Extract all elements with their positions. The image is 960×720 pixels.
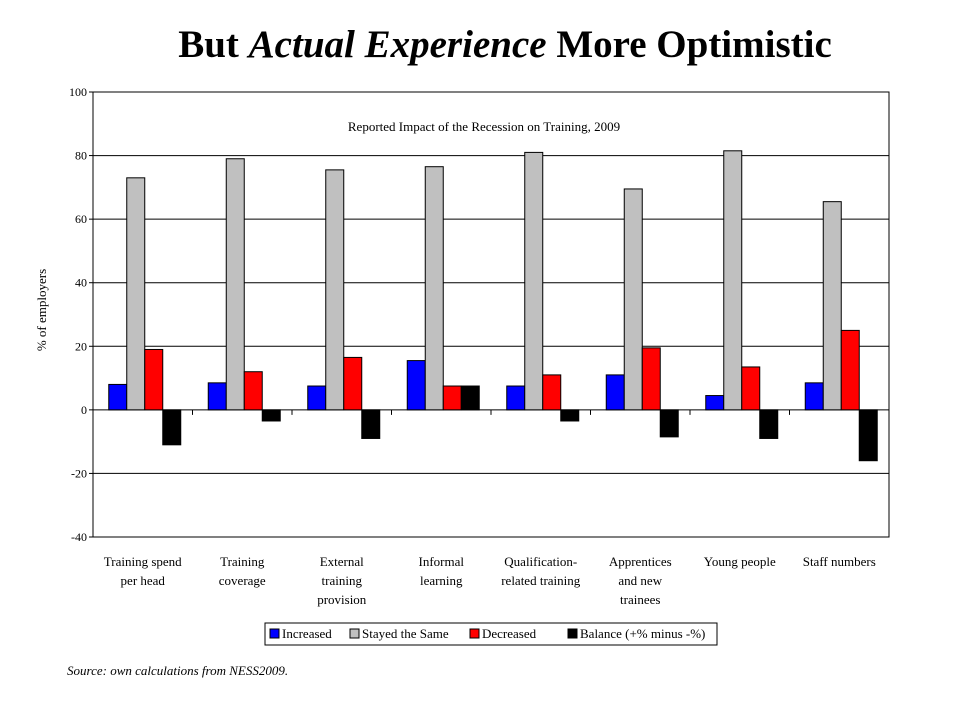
bar xyxy=(406,360,426,411)
y-tick-label: 20 xyxy=(75,339,87,353)
legend-box xyxy=(264,622,718,646)
bar xyxy=(207,382,227,411)
category-label: Qualification-related training xyxy=(501,554,581,588)
bar xyxy=(822,201,842,411)
bars xyxy=(92,150,890,462)
bar xyxy=(524,151,544,411)
bar xyxy=(442,385,462,411)
bar xyxy=(605,374,625,411)
legend-swatch xyxy=(469,628,480,639)
category-label: Young people xyxy=(704,554,776,569)
chart-title: Reported Impact of the Recession on Trai… xyxy=(348,119,620,134)
bar xyxy=(126,177,146,411)
bar xyxy=(343,356,363,411)
bar xyxy=(108,383,128,411)
y-tick-label: 100 xyxy=(69,85,87,99)
title-part-1: But xyxy=(178,23,249,66)
y-tick-label: -40 xyxy=(71,530,87,544)
bar xyxy=(361,409,381,439)
bar xyxy=(858,409,878,462)
bar xyxy=(460,385,480,411)
bar xyxy=(705,395,725,411)
y-axis-label: % of employers xyxy=(34,269,49,351)
y-tick-label: 80 xyxy=(75,149,87,163)
legend-label: Stayed the Same xyxy=(362,626,449,641)
legend: Increased Stayed the Same Decreased Balance… xyxy=(264,622,718,646)
bar xyxy=(840,329,860,411)
bar xyxy=(804,382,824,411)
y-tick-label: 60 xyxy=(75,212,87,226)
title-part-3: More Optimistic xyxy=(546,23,832,66)
y-axis-ticks: -40 -20 0 20 40 60 80 100 xyxy=(69,85,93,544)
title-part-2: Actual Experience xyxy=(248,23,547,66)
category-label: Staff numbers xyxy=(803,554,876,569)
bar xyxy=(424,166,444,411)
category-label: External training provision xyxy=(317,554,367,607)
y-tick-label: 40 xyxy=(75,276,87,290)
bar xyxy=(623,188,643,411)
y-tick-label: -20 xyxy=(71,466,87,480)
bar xyxy=(659,409,679,438)
bar xyxy=(307,385,327,411)
category-label: Apprentices and new trainees xyxy=(609,554,672,607)
plot-area xyxy=(92,91,890,538)
legend-swatch xyxy=(269,628,280,639)
bar xyxy=(542,374,562,411)
bar xyxy=(162,409,182,446)
bar xyxy=(325,169,345,411)
bar xyxy=(225,158,245,411)
legend-swatch xyxy=(567,628,578,639)
slide-title: But Actual Experience More Optimistic xyxy=(0,22,960,67)
legend-label: Decreased xyxy=(482,626,537,641)
bar xyxy=(641,347,661,411)
y-tick-label: 0 xyxy=(81,403,87,417)
bar xyxy=(144,348,164,411)
bar xyxy=(261,409,281,422)
bar xyxy=(741,366,761,411)
category-label: Informal learning xyxy=(419,554,465,588)
source-note: Source: own calculations from NESS2009. xyxy=(67,663,289,678)
bar xyxy=(723,150,743,411)
legend-label: Increased xyxy=(282,626,332,641)
category-label: Training spend per head xyxy=(104,554,182,588)
bar xyxy=(506,385,526,411)
legend-swatch xyxy=(349,628,360,639)
legend-label: Balance (+% minus -%) xyxy=(580,626,705,641)
bar xyxy=(759,409,779,439)
category-label: Training coverage xyxy=(219,554,266,588)
x-axis-categories: Training spend per head Training coverage Ex… xyxy=(104,554,876,607)
bar xyxy=(243,371,263,411)
bar xyxy=(560,409,580,422)
